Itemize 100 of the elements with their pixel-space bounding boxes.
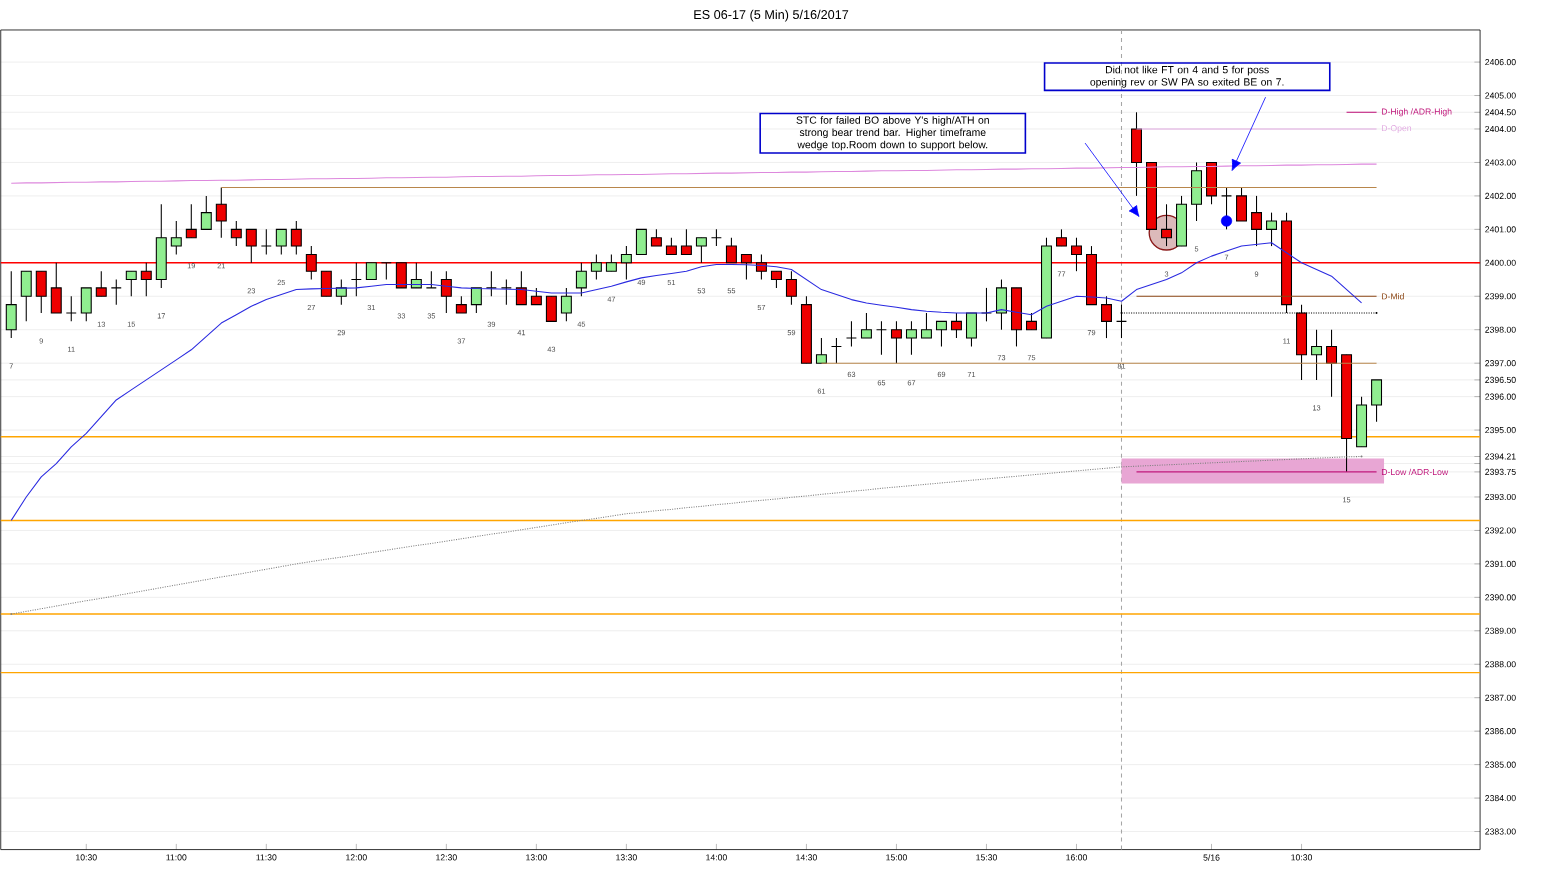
- candlestick: [125, 270, 137, 298]
- candlestick: [1116, 304, 1127, 339]
- candlestick: [905, 321, 917, 356]
- candlestick: [695, 237, 707, 264]
- y-tick-label: 2393.00: [1485, 494, 1516, 501]
- candlestick: [680, 229, 692, 256]
- x-tick-label: 15:30: [976, 854, 997, 861]
- candlestick: [1071, 237, 1082, 272]
- x-tick-label: 11:30: [256, 854, 277, 861]
- candlestick: [470, 287, 482, 314]
- candlestick: [485, 270, 497, 298]
- y-tick-label: 2391.00: [1485, 561, 1516, 568]
- x-tick-label: 11:00: [166, 854, 187, 861]
- candlestick: [245, 229, 257, 264]
- y-tick-label: 2392.00: [1485, 527, 1516, 534]
- candlestick: [1266, 212, 1278, 247]
- candlestick: [740, 254, 752, 281]
- point: [1220, 215, 1233, 227]
- candlestick: [725, 237, 737, 264]
- y-tick-label: 2394.21: [1485, 453, 1516, 460]
- y-tick-label: 2397.00: [1485, 360, 1516, 367]
- candlestick: [815, 337, 827, 364]
- chart-title: ES 06-17 (5 Min) 5/16/2017: [694, 9, 849, 22]
- series-label: D-Mid: [1381, 293, 1404, 300]
- candlestick: [515, 270, 527, 306]
- candlestick: [920, 312, 932, 339]
- series-label: D-Open: [1381, 125, 1412, 134]
- candlestick: [200, 195, 212, 231]
- y-tick-label: 2398.00: [1485, 326, 1516, 333]
- candlestick: [140, 262, 152, 298]
- candlestick: [290, 220, 302, 256]
- candlestick: [185, 203, 197, 239]
- candlestick: [860, 312, 872, 339]
- x-tick-label: 16:00: [1066, 854, 1087, 861]
- x-tick-label: 5/16: [1203, 854, 1220, 861]
- candlestick: [845, 321, 857, 348]
- y-tick-label: 2386.00: [1485, 728, 1516, 735]
- y-tick-label: 2390.00: [1485, 594, 1516, 601]
- candlestick: [950, 312, 962, 339]
- y-tick-label: 2406.00: [1485, 59, 1516, 66]
- candlestick: [1101, 295, 1112, 339]
- x-tick-label: 14:30: [796, 854, 817, 861]
- y-tick-label: 2405.00: [1485, 92, 1516, 99]
- y-tick-label: 2387.00: [1485, 694, 1516, 701]
- candlestick: [1311, 329, 1323, 381]
- candlestick: [785, 270, 797, 306]
- series-label: D-High /ADR-High: [1381, 108, 1452, 117]
- annotation: STC for failed BO above Y's high/ATH on strong bear trend bar. Higher timeframe wedge top.Room down to support below.: [796, 116, 989, 151]
- y-tick-label: 2403.00: [1485, 159, 1516, 166]
- y-tick-label: 2385.00: [1485, 761, 1516, 768]
- y-tick-label: 2383.00: [1485, 828, 1516, 835]
- y-tick-label: 2393.75: [1485, 469, 1516, 476]
- y-tick-label: 2402.00: [1485, 193, 1516, 200]
- candlestick: [275, 229, 287, 256]
- series-label: D-Low /ADR-Low: [1381, 468, 1449, 476]
- candlestick: [260, 229, 272, 256]
- candlestick: [215, 187, 227, 239]
- candlestick: [230, 220, 242, 247]
- y-tick-label: 2388.00: [1485, 661, 1516, 668]
- y-tick-label: 2404.00: [1485, 126, 1516, 133]
- y-tick-label: 2389.00: [1485, 627, 1516, 635]
- y-tick-label: 2396.50: [1485, 377, 1516, 384]
- x-tick-label: 15:00: [886, 854, 907, 861]
- candlestick: [440, 270, 452, 314]
- y-tick-label: 2399.00: [1485, 293, 1516, 300]
- candlestick: [935, 321, 947, 348]
- candlestick: [65, 295, 77, 323]
- x-tick-label: 12:30: [436, 854, 457, 861]
- candlestick: [380, 262, 392, 281]
- candlestick: [1161, 203, 1172, 247]
- candlestick: [755, 254, 767, 281]
- x-tick-label: 12:00: [346, 854, 367, 861]
- y-tick-label: 2400.00: [1485, 259, 1516, 267]
- x-tick-label: 13:00: [526, 854, 547, 861]
- annotation: Did not like FT on 4 and 5 for poss opening rev or SW PA so exited BE on 7.: [1090, 65, 1284, 88]
- candlestick: [875, 321, 887, 356]
- candlestick: [1221, 187, 1233, 231]
- y-tick-label: 2401.00: [1485, 226, 1516, 233]
- x-tick-label: 14:00: [706, 854, 727, 861]
- candlestick: [1251, 195, 1263, 247]
- candlestick: [500, 279, 512, 306]
- candlestick: [335, 279, 347, 306]
- candlestick: [575, 262, 587, 298]
- x-tick-label: 10:30: [1291, 854, 1313, 861]
- y-tick-label: 2404.50: [1485, 109, 1516, 116]
- y-tick-label: 2396.00: [1485, 393, 1516, 400]
- candlestick: [305, 245, 317, 281]
- candlestick: [110, 279, 122, 306]
- candlestick: [350, 262, 362, 298]
- x-tick-label: 13:30: [616, 854, 637, 861]
- y-tick-label: 2395.00: [1485, 427, 1516, 434]
- y-tick-label: 2384.00: [1485, 795, 1516, 802]
- candlestick: [830, 337, 842, 364]
- candlestick: [620, 245, 632, 281]
- x-tick-label: 10:30: [76, 854, 97, 861]
- candlestick: [170, 220, 182, 256]
- candlestick: [890, 321, 902, 364]
- candlestick: [560, 287, 572, 323]
- candlestick: [1326, 329, 1338, 398]
- candlestick: [95, 270, 107, 298]
